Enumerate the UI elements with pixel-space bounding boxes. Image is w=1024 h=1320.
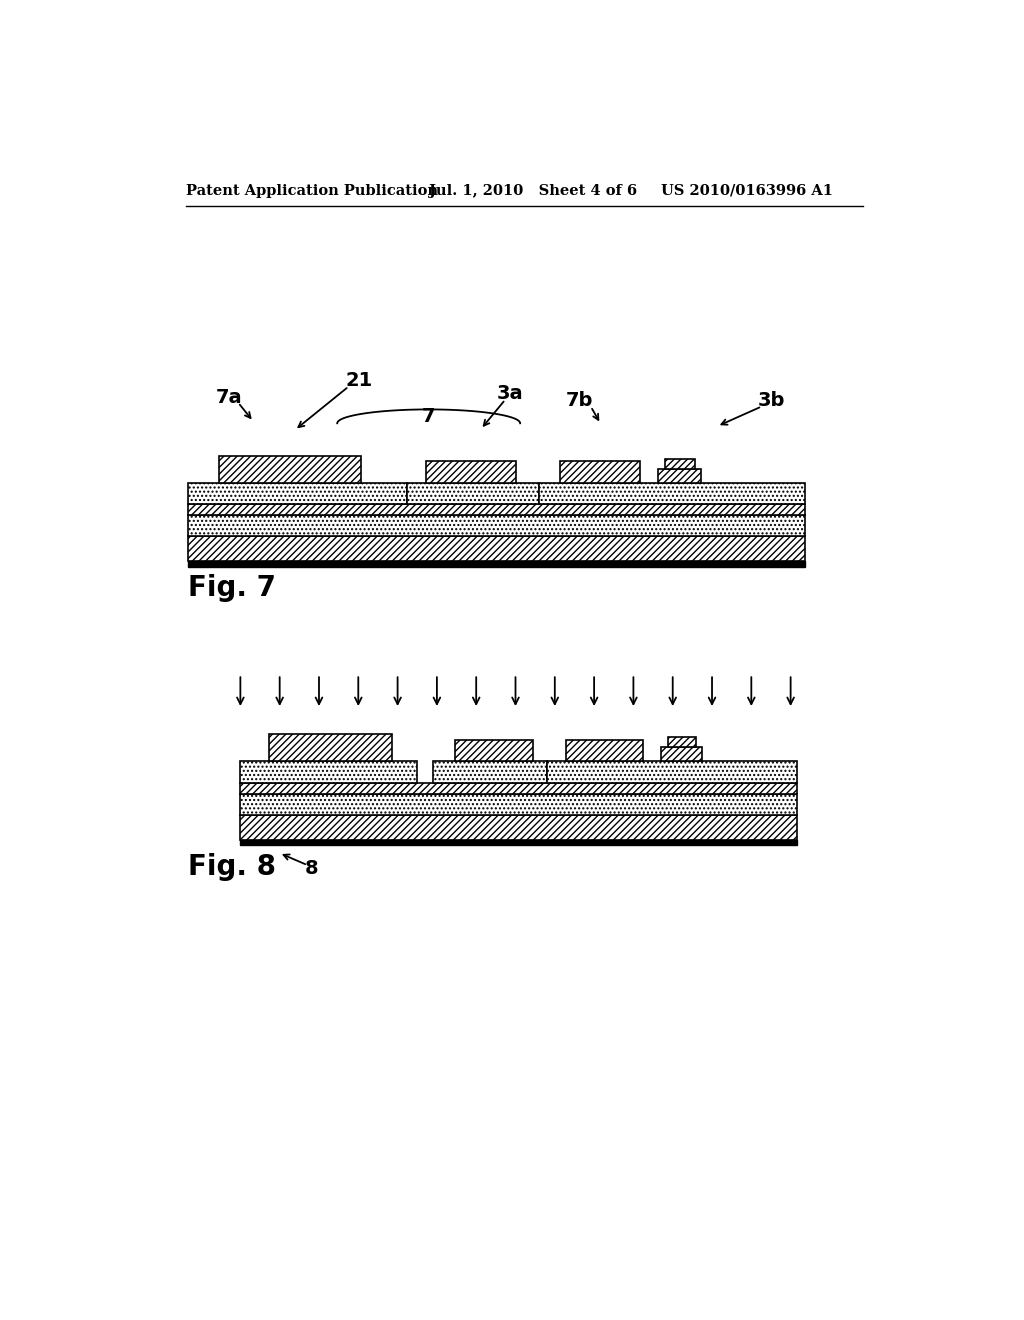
Bar <box>241 816 797 840</box>
Bar <box>241 783 797 793</box>
Bar <box>658 469 700 483</box>
Bar <box>539 483 805 504</box>
Bar <box>455 739 532 762</box>
Bar <box>241 793 797 816</box>
Bar <box>188 561 805 566</box>
Text: 3b: 3b <box>758 392 785 411</box>
Text: US 2010/0163996 A1: US 2010/0163996 A1 <box>662 183 834 198</box>
Text: Jul. 1, 2010   Sheet 4 of 6: Jul. 1, 2010 Sheet 4 of 6 <box>429 183 637 198</box>
Text: 7: 7 <box>422 407 435 426</box>
Bar <box>188 515 805 536</box>
Text: Fig. 7: Fig. 7 <box>188 574 276 602</box>
Text: 7a: 7a <box>215 388 242 407</box>
Text: Fig. 8: Fig. 8 <box>188 853 276 880</box>
Bar <box>269 734 391 762</box>
Bar <box>241 840 797 845</box>
Bar <box>241 762 417 783</box>
Bar <box>665 459 694 469</box>
Bar <box>560 461 640 483</box>
Text: Patent Application Publication: Patent Application Publication <box>186 183 438 198</box>
Text: 21: 21 <box>345 371 373 389</box>
Bar <box>188 536 805 561</box>
Bar <box>566 739 643 762</box>
Text: 7b: 7b <box>566 392 594 411</box>
Bar <box>188 504 805 515</box>
Bar <box>669 738 696 747</box>
Bar <box>547 762 797 783</box>
Text: 3a: 3a <box>497 384 523 403</box>
Bar <box>188 483 407 504</box>
Bar <box>219 455 360 483</box>
Bar <box>662 747 701 762</box>
Bar <box>407 483 539 504</box>
Text: 8: 8 <box>305 859 318 878</box>
Bar <box>426 461 515 483</box>
Bar <box>432 762 547 783</box>
